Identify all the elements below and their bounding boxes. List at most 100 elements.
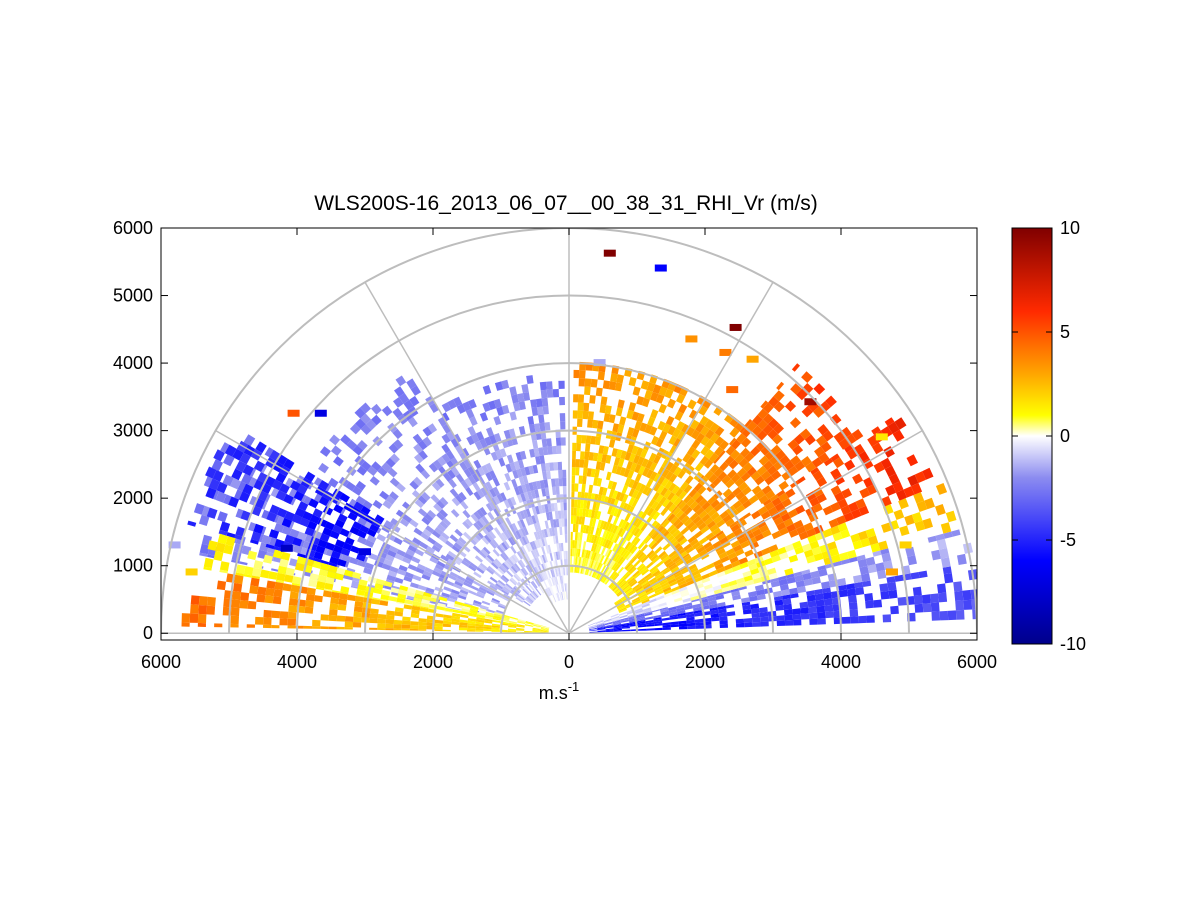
velocity-cell [551,478,556,487]
velocity-cell [710,511,720,521]
velocity-cell [814,588,823,595]
velocity-cell [404,571,414,579]
velocity-cell [554,478,560,487]
velocity-cell [476,509,485,518]
velocity-cell [560,575,564,584]
velocity-cell [661,617,671,621]
velocity-cell [691,570,700,577]
velocity-cell [447,558,456,566]
velocity-cell [509,462,517,472]
velocity-cell [631,596,640,603]
velocity-cell [453,603,463,609]
velocity-cell [431,530,441,539]
velocity-cell [945,510,957,523]
velocity-cell [841,616,851,624]
velocity-cell [508,625,517,628]
velocity-cell [883,446,895,458]
velocity-cell [731,590,741,597]
velocity-cell [472,602,481,607]
velocity-cell [318,480,330,491]
velocity-cell [694,530,703,539]
velocity-cell [822,505,834,516]
velocity-cell [314,595,323,603]
velocity-cell [806,590,815,596]
velocity-cell [736,622,745,628]
velocity-cell [837,578,847,587]
velocity-cell [741,597,750,603]
velocity-cell [624,561,631,569]
velocity-cell [208,478,220,491]
velocity-cell [420,606,429,609]
velocity-cell [559,526,563,535]
velocity-cell [937,583,947,594]
velocity-cell [369,618,378,624]
velocity-cell [487,511,495,521]
velocity-cell [668,503,677,513]
velocity-cell [558,575,561,585]
velocity-cell [351,571,362,580]
velocity-cell [522,509,529,519]
velocity-cell [467,627,476,631]
velocity-cell [719,620,728,625]
velocity-cell [516,623,525,626]
velocity-cell [453,396,463,407]
velocity-cell [215,542,226,553]
velocity-cell [605,629,614,632]
velocity-cell [743,618,753,623]
velocity-cell [741,486,752,496]
velocity-cell [645,622,655,625]
velocity-cell [360,402,371,414]
velocity-cell [409,480,419,490]
velocity-cell [679,589,689,595]
velocity-cell [230,615,239,625]
velocity-cell [852,540,863,550]
velocity-cell [314,409,327,417]
velocity-cell [241,473,253,485]
velocity-cell [646,507,655,517]
velocity-cell [613,625,622,628]
velocity-cell [385,623,394,629]
velocity-cell [340,547,351,557]
velocity-cell [533,624,542,628]
velocity-cell [532,631,541,633]
velocity-cell [532,590,539,598]
velocity-cell [558,543,562,552]
velocity-cell [396,601,405,605]
velocity-cell [485,472,493,482]
velocity-cell [571,459,576,468]
velocity-cell [691,553,701,561]
velocity-cell [587,550,591,559]
velocity-cell [646,382,656,392]
velocity-cell [288,605,297,613]
velocity-cell [460,586,470,593]
velocity-cell [877,570,887,580]
velocity-cell [606,568,613,577]
velocity-cell [552,486,557,495]
velocity-cell [752,617,761,623]
velocity-cell [561,591,564,601]
velocity-cell [434,527,444,536]
velocity-cell [859,565,869,575]
velocity-cell [518,529,524,538]
velocity-cell [253,523,264,534]
velocity-cell [617,605,626,611]
velocity-cell [903,486,915,498]
velocity-cell [645,616,654,620]
velocity-cell [631,411,640,421]
velocity-cell [692,541,701,550]
velocity-cell [480,487,489,496]
velocity-cell [498,543,506,552]
velocity-cell [701,577,711,584]
velocity-cell [520,493,527,502]
velocity-cell [382,500,393,510]
velocity-cell [434,619,444,624]
velocity-cell [867,435,879,447]
velocity-cell [658,403,667,414]
velocity-cell [482,483,490,492]
velocity-cell [437,416,448,427]
velocity-cell [344,627,353,630]
velocity-cell [790,455,801,466]
velocity-cell [687,625,696,630]
velocity-cell [471,433,480,443]
azimuth-spoke [364,281,570,634]
